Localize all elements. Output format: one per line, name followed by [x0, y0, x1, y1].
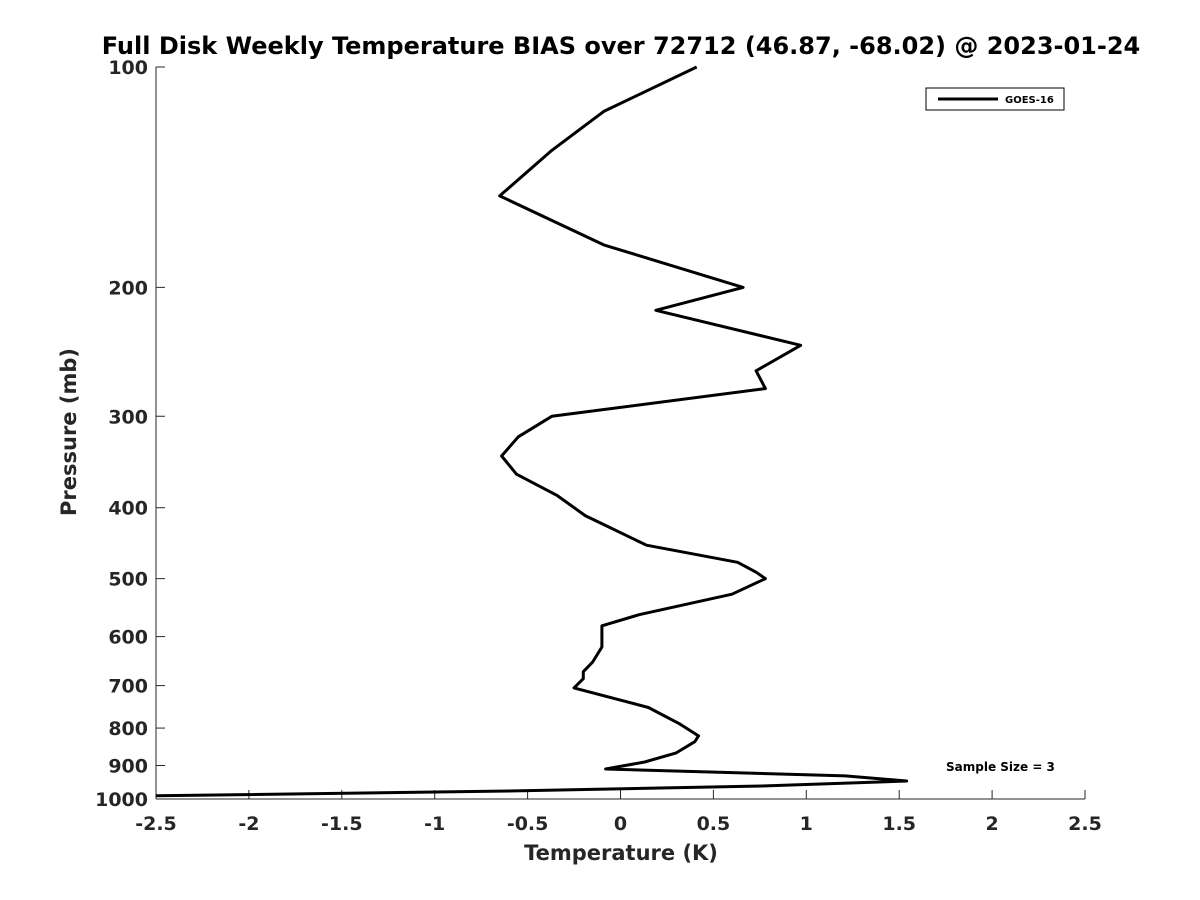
- x-tick-label: 1: [800, 813, 813, 835]
- y-tick-label: 100: [108, 57, 148, 79]
- y-tick-label: 900: [108, 756, 148, 778]
- y-tick-label: 700: [108, 676, 148, 698]
- chart-title: Full Disk Weekly Temperature BIAS over 7…: [102, 32, 1141, 60]
- ticks: -2.5 -2 -1.5 -1 -0.5 0 0.5 1 1.5 2 2.5 100 200 300 400…: [95, 57, 1102, 835]
- x-tick-label: 2.5: [1068, 813, 1102, 835]
- x-tick-label: 2: [985, 813, 998, 835]
- x-axis-label: Temperature (K): [524, 841, 718, 865]
- x-tick-label: 1.5: [882, 813, 916, 835]
- x-tick-label: 0: [614, 813, 627, 835]
- y-tick-label: 1000: [95, 789, 148, 811]
- y-tick-label: 500: [108, 569, 148, 591]
- x-tick-label: -1: [424, 813, 445, 835]
- y-tick-label: 300: [108, 406, 148, 428]
- sample-size-annotation: Sample Size = 3: [946, 760, 1055, 774]
- y-tick-label: 400: [108, 498, 148, 520]
- y-tick-label: 800: [108, 718, 148, 740]
- x-tick-label: 0.5: [697, 813, 731, 835]
- legend: GOES-16: [925, 87, 1065, 111]
- series-line-goes-16: [155, 65, 909, 798]
- x-tick-label: -2: [238, 813, 259, 835]
- y-tick-label: 200: [108, 277, 148, 299]
- x-tick-label: -0.5: [507, 813, 549, 835]
- y-axis-label: Pressure (mb): [57, 348, 81, 516]
- x-tick-label: -1.5: [321, 813, 363, 835]
- legend-label-goes-16: GOES-16: [1005, 95, 1054, 106]
- x-tick-label: -2.5: [135, 813, 177, 835]
- y-tick-label: 600: [108, 627, 148, 649]
